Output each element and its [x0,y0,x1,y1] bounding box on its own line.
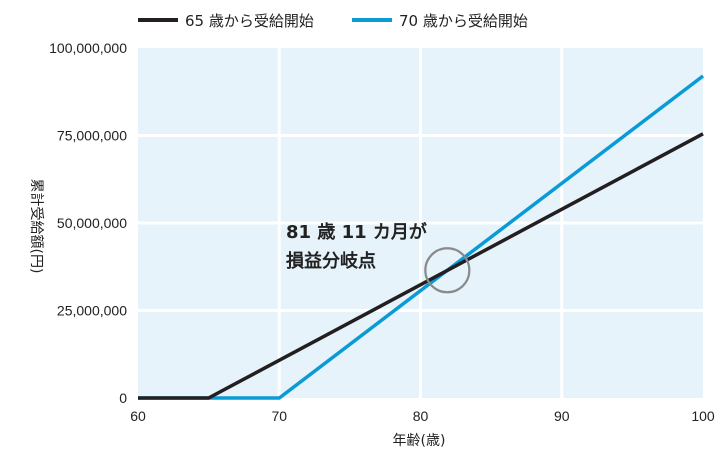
y-axis-title: 累計受給額(円) [28,179,44,274]
x-tick-label: 60 [130,408,146,424]
annotation-line-1: 81 歳 11 カ月が [286,221,427,243]
x-tick-labels: 60 70 80 90 100 [130,408,715,424]
gridlines [138,48,703,398]
x-tick-label: 70 [271,408,287,424]
y-tick-label: 75,000,000 [57,128,127,144]
series-layer [138,74,705,400]
legend-label-70: 70 歳から受給開始 [399,12,528,30]
x-axis-title: 年齢(歳) [393,433,446,449]
breakeven-marker [424,247,471,294]
legend: 65 歳から受給開始 70 歳から受給開始 [138,12,528,30]
x-tick-label: 90 [554,408,570,424]
legend-label-65: 65 歳から受給開始 [185,12,314,30]
x-tick-label: 80 [413,408,429,424]
y-tick-label: 100,000,000 [49,40,127,56]
x-tick-label: 100 [691,408,715,424]
y-tick-label: 50,000,000 [57,215,127,231]
series-line-65 [138,132,704,400]
y-tick-label: 25,000,000 [57,303,127,319]
annotation-line-2: 損益分岐点 [286,250,376,272]
y-tick-label: 0 [119,390,127,406]
y-tick-labels: 0 25,000,000 50,000,000 75,000,000 100,000,0… [49,40,127,406]
